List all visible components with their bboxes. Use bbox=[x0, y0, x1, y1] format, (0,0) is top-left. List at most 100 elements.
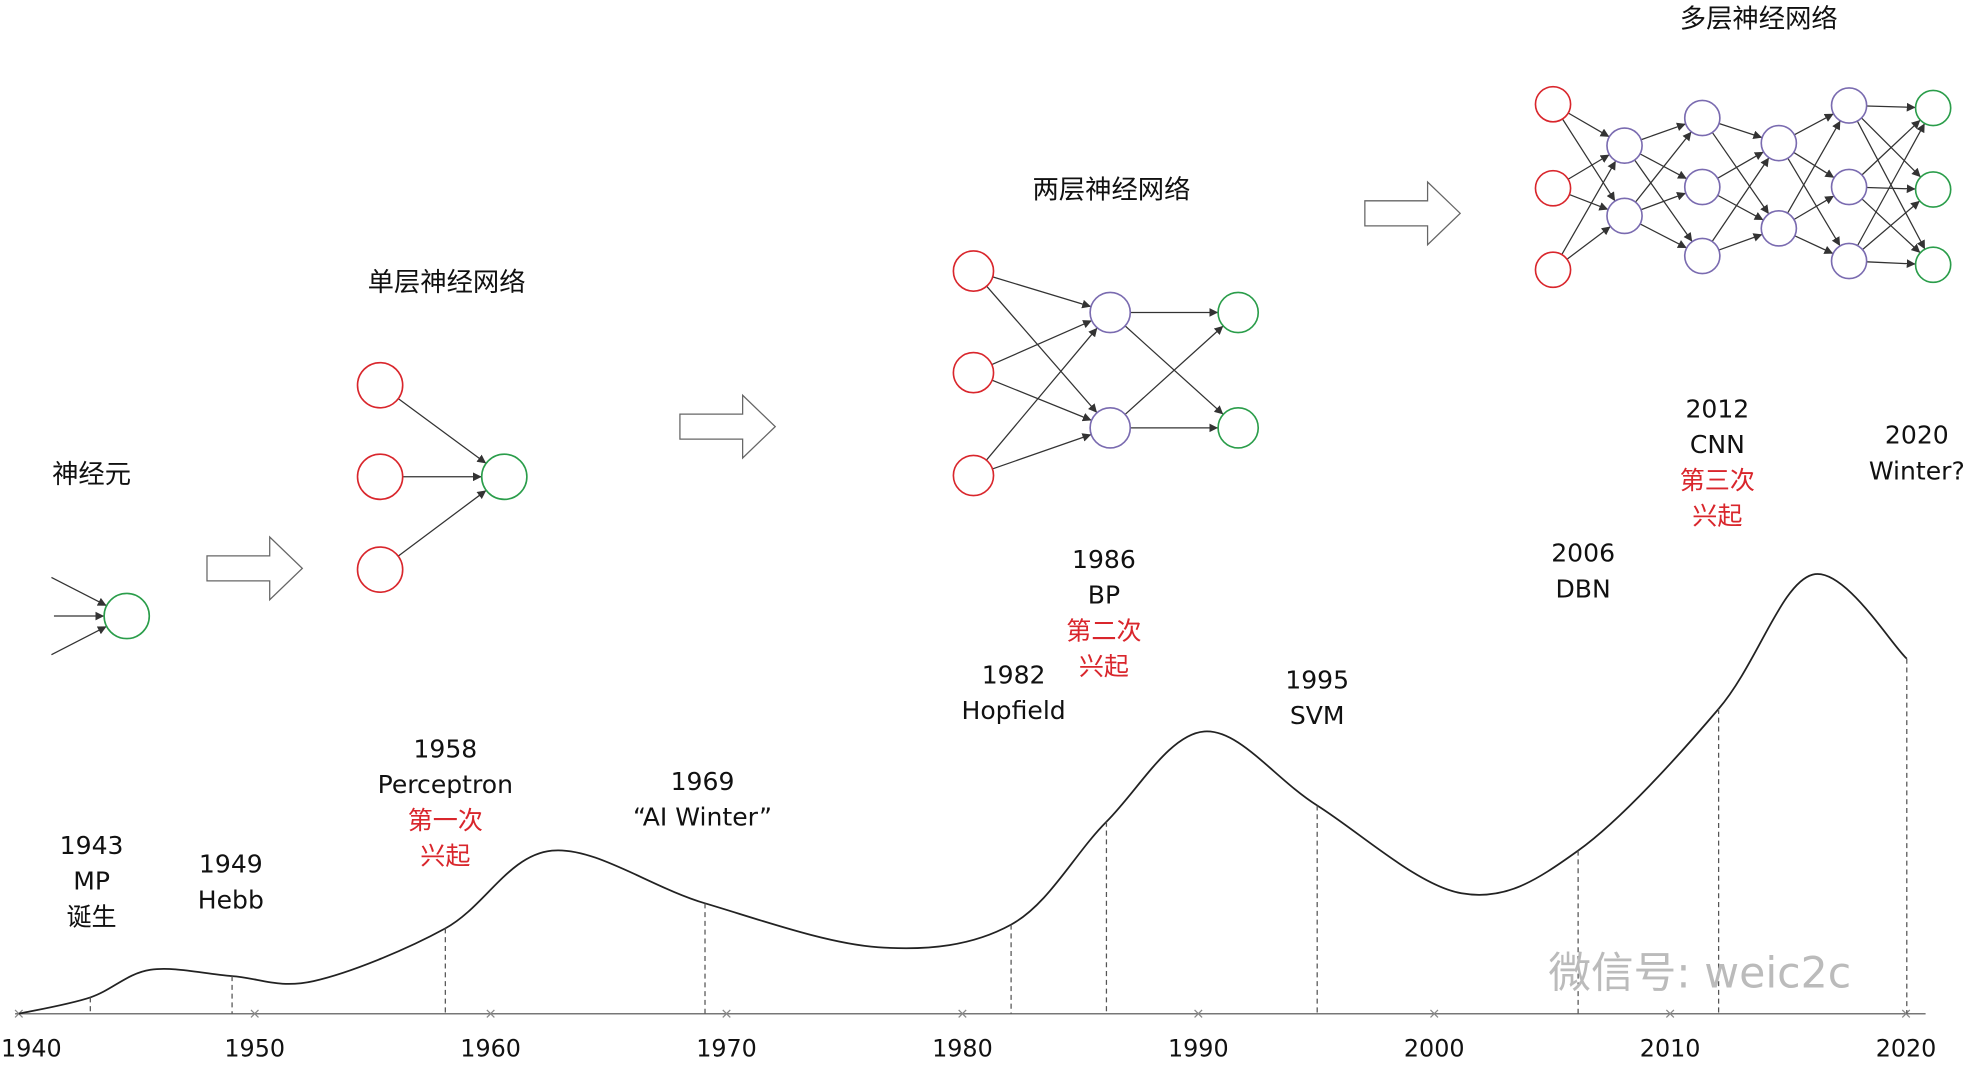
node bbox=[1760, 210, 1798, 247]
tick bbox=[958, 1009, 967, 1018]
event-text: 1986 bbox=[1072, 545, 1136, 574]
tick bbox=[1901, 1009, 1911, 1018]
edge bbox=[1794, 235, 1834, 255]
edge bbox=[1793, 195, 1835, 221]
edge bbox=[1561, 160, 1617, 255]
event-text: CNN bbox=[1690, 430, 1745, 459]
node bbox=[1830, 242, 1868, 280]
stage-title: 多层神经网络 bbox=[1680, 5, 1838, 35]
event-text: 2020 bbox=[1885, 421, 1949, 450]
axis-label: 1960 bbox=[460, 1035, 521, 1063]
node bbox=[1914, 89, 1952, 127]
node bbox=[103, 592, 151, 640]
edge bbox=[51, 625, 107, 656]
event-text: 2012 bbox=[1685, 394, 1749, 423]
event-text: 1949 bbox=[199, 850, 263, 879]
event-text: “AI Winter” bbox=[633, 803, 772, 832]
node bbox=[1534, 169, 1572, 207]
edge bbox=[1124, 325, 1224, 415]
edge bbox=[1711, 132, 1770, 215]
node bbox=[1683, 237, 1721, 275]
node bbox=[356, 546, 404, 594]
trend-curve bbox=[18, 573, 1908, 1015]
stage-title: 两层神经网络 bbox=[1032, 175, 1190, 205]
event-surge: 第二次 bbox=[1066, 616, 1141, 645]
node bbox=[480, 453, 528, 501]
event-surge: 兴起 bbox=[1079, 652, 1129, 681]
node bbox=[1217, 406, 1260, 449]
stage-title: 神经元 bbox=[52, 460, 131, 490]
edge bbox=[992, 276, 1092, 309]
event-text: 1943 bbox=[60, 831, 124, 860]
edge bbox=[1866, 259, 1916, 268]
event-text: MP bbox=[73, 867, 110, 896]
block-arrow bbox=[206, 535, 304, 602]
event-text: BP bbox=[1088, 581, 1120, 610]
watermark: 微信号: weic2c bbox=[1548, 949, 1851, 999]
tick bbox=[1194, 1009, 1203, 1018]
canvas: 1940 1950 1960 1970 1980 1990 2000 2010 2020 1943… bbox=[1, 5, 1965, 1063]
axis-label: 1970 bbox=[696, 1035, 757, 1063]
node bbox=[1914, 246, 1952, 284]
event-text: Winter? bbox=[1869, 456, 1965, 485]
edge bbox=[992, 433, 1092, 470]
node bbox=[1830, 87, 1868, 124]
node bbox=[1217, 291, 1260, 334]
edge bbox=[1567, 112, 1610, 138]
node bbox=[952, 250, 995, 292]
edge bbox=[1793, 151, 1835, 179]
edge bbox=[1866, 102, 1916, 112]
edge bbox=[1787, 157, 1841, 247]
edge bbox=[1566, 225, 1611, 260]
edge bbox=[1569, 194, 1609, 211]
event-text: 1995 bbox=[1285, 665, 1349, 694]
event-text: DBN bbox=[1555, 574, 1610, 603]
node bbox=[1914, 171, 1952, 208]
node bbox=[1830, 168, 1868, 206]
axis-label: 2000 bbox=[1404, 1035, 1465, 1063]
event-surge: 第三次 bbox=[1680, 466, 1755, 495]
block-arrow bbox=[679, 393, 777, 460]
node bbox=[952, 351, 995, 394]
edge bbox=[1640, 192, 1687, 211]
edge bbox=[1866, 184, 1916, 194]
axis-label: 1990 bbox=[1168, 1035, 1229, 1063]
node bbox=[1606, 127, 1643, 164]
node bbox=[1089, 406, 1132, 449]
edge bbox=[991, 319, 1093, 366]
edge bbox=[1567, 154, 1610, 180]
edge bbox=[397, 398, 487, 464]
node bbox=[1606, 197, 1643, 235]
edge bbox=[985, 327, 1098, 461]
event-text: 1969 bbox=[671, 767, 735, 796]
tick bbox=[250, 1009, 259, 1018]
edge bbox=[1862, 200, 1921, 251]
edge bbox=[1718, 122, 1763, 140]
axis-label: 1950 bbox=[224, 1035, 285, 1063]
event-text: 诞生 bbox=[66, 902, 116, 931]
event-text: 1982 bbox=[982, 660, 1046, 689]
edge bbox=[1861, 119, 1921, 176]
event-text: Perceptron bbox=[378, 770, 513, 799]
edge bbox=[986, 285, 1098, 414]
node bbox=[1089, 291, 1132, 334]
edge bbox=[1639, 223, 1687, 249]
axis-label: 2010 bbox=[1640, 1035, 1701, 1063]
node bbox=[1534, 85, 1572, 123]
event-text: Hebb bbox=[198, 885, 264, 914]
event-surge: 兴起 bbox=[1692, 502, 1742, 531]
edge bbox=[1561, 118, 1616, 202]
node bbox=[1683, 168, 1721, 206]
block-arrow bbox=[1364, 180, 1462, 247]
edge bbox=[51, 576, 107, 607]
event-text: 1958 bbox=[413, 734, 477, 763]
node bbox=[356, 453, 404, 501]
node bbox=[1534, 251, 1572, 289]
axis-label: 2020 bbox=[1876, 1035, 1937, 1063]
edge bbox=[1711, 157, 1770, 242]
tick bbox=[486, 1009, 495, 1018]
edge bbox=[991, 379, 1092, 422]
stage-title: 单层神经网络 bbox=[368, 268, 526, 298]
edge bbox=[1718, 233, 1763, 251]
